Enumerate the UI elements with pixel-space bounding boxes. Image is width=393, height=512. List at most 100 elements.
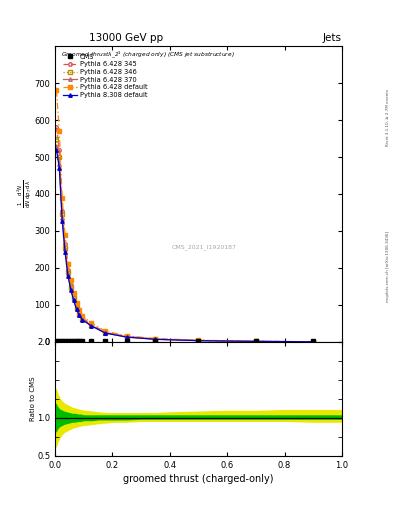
Pythia 6.428 default bbox=[253, 338, 258, 344]
CMS bbox=[66, 338, 70, 344]
Y-axis label: Ratio to CMS: Ratio to CMS bbox=[29, 376, 36, 421]
CMS bbox=[253, 338, 258, 344]
X-axis label: groomed thrust (charged-only): groomed thrust (charged-only) bbox=[123, 474, 274, 484]
Pythia 6.428 345 bbox=[60, 207, 64, 214]
Pythia 6.428 346 bbox=[63, 245, 68, 251]
Pythia 6.428 346 bbox=[196, 337, 201, 344]
Pythia 6.428 346 bbox=[74, 305, 79, 311]
Pythia 6.428 345 bbox=[57, 146, 62, 153]
Pythia 6.428 default bbox=[68, 277, 73, 283]
Pythia 8.308 default bbox=[311, 339, 316, 345]
CMS bbox=[71, 338, 76, 344]
Line: Pythia 8.308 default: Pythia 8.308 default bbox=[55, 148, 315, 344]
Pythia 8.308 default bbox=[60, 218, 64, 224]
Pythia 6.428 346 bbox=[60, 211, 64, 218]
Pythia 6.428 default bbox=[57, 128, 62, 134]
CMS bbox=[68, 338, 73, 344]
Pythia 6.428 370 bbox=[125, 334, 129, 340]
Pythia 6.428 default bbox=[153, 335, 158, 342]
Pythia 8.308 default bbox=[68, 287, 73, 293]
Pythia 8.308 default bbox=[103, 330, 108, 336]
Text: 13000 GeV pp: 13000 GeV pp bbox=[89, 33, 163, 44]
Pythia 6.428 345 bbox=[77, 310, 82, 316]
Y-axis label: $\frac{1}{\mathrm{d}N}\,\frac{\mathrm{d}^2N}{\mathrm{d}p_T\,\mathrm{d}\lambda}$: $\frac{1}{\mathrm{d}N}\,\frac{\mathrm{d}… bbox=[15, 180, 33, 208]
Pythia 8.308 default bbox=[196, 337, 201, 344]
CMS bbox=[54, 338, 59, 344]
CMS bbox=[74, 338, 79, 344]
Line: Pythia 6.428 370: Pythia 6.428 370 bbox=[55, 144, 315, 344]
Pythia 6.428 346 bbox=[57, 154, 62, 160]
Pythia 6.428 346 bbox=[103, 330, 108, 336]
Pythia 6.428 default bbox=[74, 300, 79, 306]
Pythia 6.428 370 bbox=[71, 296, 76, 303]
Pythia 8.308 default bbox=[88, 323, 93, 329]
Pythia 6.428 370 bbox=[66, 271, 70, 278]
Pythia 6.428 370 bbox=[57, 161, 62, 167]
Text: CMS_2021_I1920187: CMS_2021_I1920187 bbox=[172, 244, 237, 250]
Pythia 6.428 345 bbox=[66, 267, 70, 273]
Pythia 6.428 370 bbox=[77, 311, 82, 317]
CMS bbox=[80, 338, 84, 344]
Pythia 6.428 346 bbox=[54, 136, 59, 142]
CMS bbox=[196, 338, 201, 344]
Pythia 6.428 default bbox=[71, 290, 76, 296]
Pythia 6.428 345 bbox=[125, 333, 129, 339]
Pythia 6.428 370 bbox=[60, 215, 64, 221]
Pythia 6.428 default bbox=[80, 312, 84, 318]
Text: mcplots.cern.ch [arXiv:1306.3436]: mcplots.cern.ch [arXiv:1306.3436] bbox=[386, 231, 390, 302]
Pythia 6.428 345 bbox=[71, 294, 76, 300]
Pythia 6.428 346 bbox=[66, 269, 70, 275]
Pythia 6.428 346 bbox=[153, 336, 158, 342]
Line: Pythia 6.428 346: Pythia 6.428 346 bbox=[55, 137, 315, 344]
Pythia 6.428 345 bbox=[103, 329, 108, 335]
Text: Rivet 3.1.10, ≥ 2.7M events: Rivet 3.1.10, ≥ 2.7M events bbox=[386, 89, 390, 146]
Pythia 6.428 345 bbox=[68, 282, 73, 288]
Pythia 6.428 370 bbox=[196, 337, 201, 344]
Pythia 8.308 default bbox=[74, 306, 79, 312]
Pythia 6.428 default bbox=[63, 232, 68, 239]
Pythia 6.428 345 bbox=[63, 241, 68, 247]
Pythia 8.308 default bbox=[71, 297, 76, 304]
CMS bbox=[153, 338, 158, 344]
Pythia 6.428 346 bbox=[88, 322, 93, 328]
Pythia 8.308 default bbox=[253, 338, 258, 345]
Pythia 8.308 default bbox=[77, 312, 82, 318]
Pythia 6.428 370 bbox=[253, 338, 258, 345]
Line: Pythia 6.428 default: Pythia 6.428 default bbox=[55, 89, 315, 344]
Pythia 6.428 345 bbox=[88, 321, 93, 327]
Pythia 6.428 346 bbox=[311, 339, 316, 345]
Line: Pythia 6.428 345: Pythia 6.428 345 bbox=[55, 125, 315, 344]
Pythia 8.308 default bbox=[57, 165, 62, 171]
Pythia 6.428 345 bbox=[153, 336, 158, 342]
Pythia 6.428 default bbox=[77, 307, 82, 313]
Pythia 8.308 default bbox=[80, 316, 84, 323]
Pythia 6.428 default bbox=[125, 333, 129, 339]
Pythia 6.428 370 bbox=[74, 306, 79, 312]
Pythia 6.428 default bbox=[196, 337, 201, 343]
Pythia 6.428 346 bbox=[253, 338, 258, 345]
Pythia 6.428 345 bbox=[80, 315, 84, 321]
Pythia 6.428 370 bbox=[63, 246, 68, 252]
Text: Groomed thrust$\lambda$_2$^1$ (charged only) (CMS jet substructure): Groomed thrust$\lambda$_2$^1$ (charged o… bbox=[61, 49, 235, 60]
Pythia 6.428 370 bbox=[103, 330, 108, 336]
CMS bbox=[103, 338, 108, 344]
Pythia 6.428 370 bbox=[88, 322, 93, 328]
Pythia 6.428 345 bbox=[253, 338, 258, 345]
Text: Jets: Jets bbox=[323, 33, 342, 44]
Pythia 6.428 default bbox=[311, 338, 316, 345]
Pythia 8.308 default bbox=[125, 334, 129, 340]
Pythia 6.428 default bbox=[103, 328, 108, 334]
Pythia 8.308 default bbox=[66, 272, 70, 279]
Pythia 6.428 default bbox=[60, 195, 64, 201]
Line: CMS: CMS bbox=[55, 339, 315, 343]
Pythia 6.428 346 bbox=[68, 284, 73, 290]
Legend: CMS, Pythia 6.428 345, Pythia 6.428 346, Pythia 6.428 370, Pythia 6.428 default,: CMS, Pythia 6.428 345, Pythia 6.428 346,… bbox=[61, 52, 149, 99]
Pythia 8.308 default bbox=[63, 249, 68, 255]
Pythia 8.308 default bbox=[153, 336, 158, 343]
Pythia 6.428 370 bbox=[80, 316, 84, 323]
Pythia 6.428 346 bbox=[71, 295, 76, 302]
Pythia 6.428 345 bbox=[54, 124, 59, 131]
Pythia 6.428 default bbox=[66, 261, 70, 267]
CMS bbox=[311, 338, 316, 344]
CMS bbox=[57, 338, 62, 344]
